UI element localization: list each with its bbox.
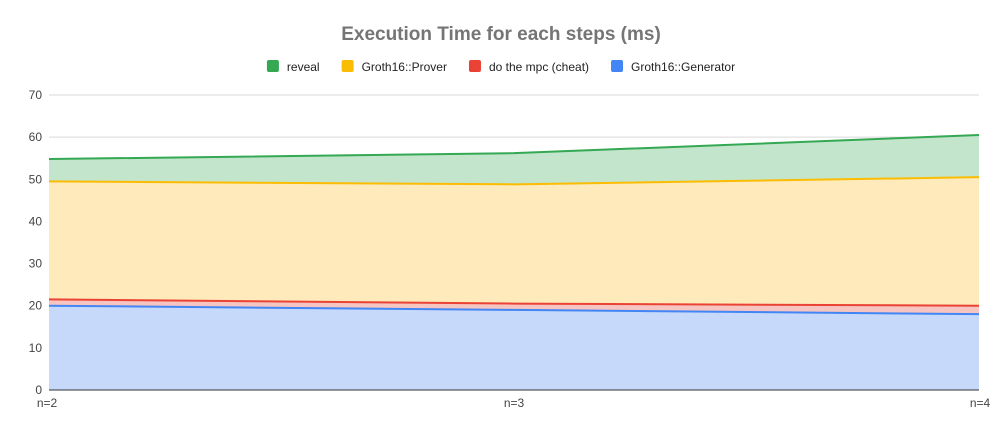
chart-title: Execution Time for each steps (ms)	[341, 24, 661, 45]
y-tick-label: 70	[29, 88, 43, 102]
series-lines	[48, 134, 980, 316]
area-groth16-prover	[49, 177, 979, 306]
y-tick-label: 10	[29, 341, 43, 355]
legend-swatch	[266, 60, 279, 72]
legend-swatch	[341, 60, 354, 72]
y-tick-label: 40	[29, 214, 43, 228]
y-tick-label: 60	[29, 130, 43, 144]
line-groth16-generator	[48, 304, 980, 316]
y-tick-label: 30	[29, 257, 43, 271]
legend-item-groth16-generator: Groth16::Generator	[611, 60, 735, 74]
y-tick-label: 20	[29, 299, 43, 313]
legend-label: do the mpc (cheat)	[489, 60, 589, 74]
x-tick-label: n=2	[37, 396, 58, 410]
line-groth16-prover	[48, 176, 980, 186]
legend-item-do-the-mpc-cheat: do the mpc (cheat)	[468, 60, 589, 74]
x-tick-label: n=3	[504, 396, 525, 410]
area-reveal	[49, 135, 979, 185]
legend-label: Groth16::Prover	[362, 60, 447, 74]
y-tick-label: 0	[35, 383, 42, 397]
area-series	[49, 135, 979, 390]
legend-swatch	[468, 60, 481, 72]
line-do-the-mpc-cheat	[48, 298, 980, 307]
line-reveal	[48, 134, 980, 161]
axes: 0 10 20 30 40 50 60 70 n=2 n=3 n=4	[29, 88, 991, 410]
x-tick-label: n=4	[970, 396, 991, 410]
legend-item-reveal: reveal	[266, 60, 320, 74]
legend-label: reveal	[287, 60, 320, 74]
area-do-the-mpc-cheat	[49, 299, 979, 315]
legend-swatch	[611, 60, 624, 72]
legend-item-groth16-prover: Groth16::Prover	[341, 60, 447, 74]
legend-label: Groth16::Generator	[631, 60, 735, 74]
legend: reveal Groth16::Prover do the mpc (cheat) G…	[266, 60, 735, 74]
area-groth16-generator	[49, 305, 979, 390]
y-tick-label: 50	[29, 172, 43, 186]
